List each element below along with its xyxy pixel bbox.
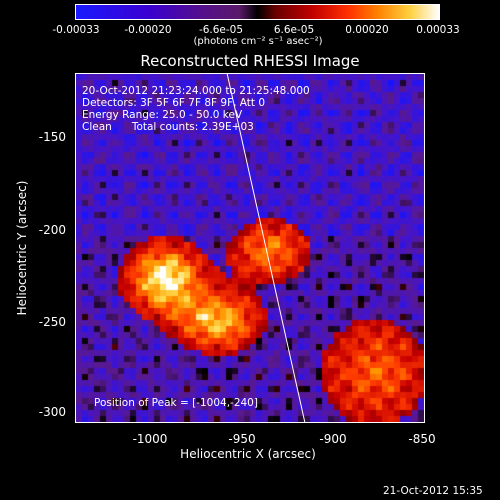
energy-range-label: Energy Range: 25.0 - 50.0 keV [82,109,243,121]
timestamp-footer: 21-Oct-2012 15:35 [383,485,483,497]
y-tick-label: -300 [38,405,66,419]
detectors-label: Detectors: 3F 5F 6F 7F 8F 9F, Att 0 [82,97,266,109]
rhessi-image [75,73,425,423]
peak-position-label: Position of Peak = [-1004,-240] [94,397,258,409]
y-axis-label: Heliocentric Y (arcsec) [15,180,29,316]
clean-counts-label: Clean Total counts: 2.39E+03 [82,121,254,133]
image-title: Reconstructed RHESSI Image [140,52,360,70]
colorbar-tick: 0.00033 [416,24,460,36]
limb-line [226,73,306,423]
x-axis-label: Heliocentric X (arcsec) [180,447,316,461]
colorbar-units: (photons cm⁻² s⁻¹ asec⁻²) [193,36,323,47]
y-tick-label: -150 [38,130,66,144]
x-tick-label: -900 [319,432,347,446]
time-range-label: 20-Oct-2012 21:23:24.000 to 21:25:48.000 [82,85,310,97]
image-canvas [76,74,424,422]
colorbar-tick: -6.6e-05 [198,24,244,36]
x-tick-label: -950 [228,432,256,446]
x-tick-label: -850 [408,432,436,446]
y-tick-label: -250 [38,315,66,329]
colorbar-tick: -0.00033 [52,24,100,36]
colorbar-tick: 6.6e-05 [273,24,315,36]
colorbar [75,4,440,20]
colorbar-tick: -0.00020 [124,24,172,36]
y-tick-label: -200 [38,223,66,237]
colorbar-tick: 0.00020 [345,24,389,36]
x-tick-label: -1000 [132,432,168,446]
